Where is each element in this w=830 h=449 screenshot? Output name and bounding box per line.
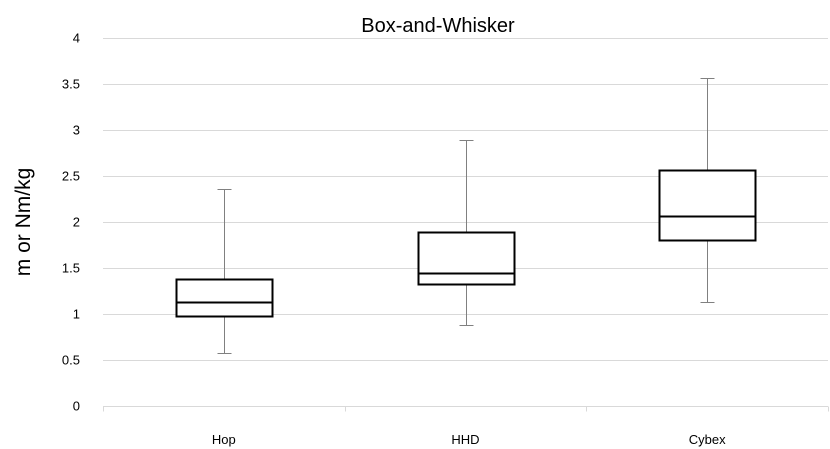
- y-tick-label: 1: [73, 307, 80, 322]
- y-axis-label: m or Nm/kg: [12, 168, 35, 277]
- chart-title: Box-and-Whisker: [361, 15, 515, 37]
- box-group-cybex: [658, 78, 757, 303]
- interquartile-box: [417, 231, 516, 286]
- x-axis: [103, 406, 829, 412]
- x-axis-categories: Hop HHD Cybex: [212, 432, 726, 447]
- interquartile-box: [175, 278, 274, 318]
- y-tick-label: 3: [73, 123, 80, 138]
- y-tick-label: 4: [73, 31, 80, 46]
- y-tick-label: 2.5: [62, 169, 80, 184]
- y-axis-ticks: 0 0.5 1 1.5 2 2.5 3 3.5 4: [62, 31, 80, 414]
- x-category-label: HHD: [451, 432, 479, 447]
- y-tick-label: 2: [73, 215, 80, 230]
- x-category-label: Hop: [212, 432, 236, 447]
- box-group-hhd: [417, 140, 516, 326]
- y-tick-label: 1.5: [62, 261, 80, 276]
- box-group-hop: [175, 189, 274, 354]
- y-tick-label: 3.5: [62, 77, 80, 92]
- boxes: [175, 78, 757, 354]
- interquartile-box: [658, 169, 757, 242]
- y-tick-label: 0: [73, 399, 80, 414]
- x-category-label: Cybex: [689, 432, 726, 447]
- y-tick-label: 0.5: [62, 353, 80, 368]
